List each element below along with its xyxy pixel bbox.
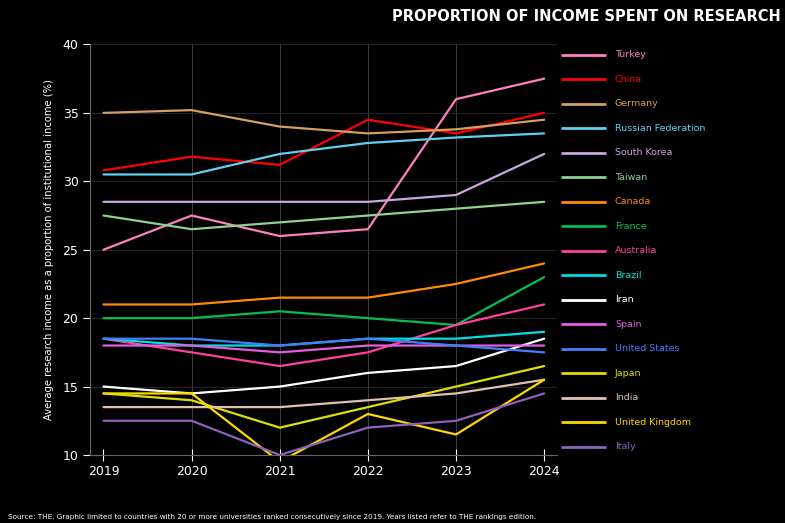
Text: Australia: Australia <box>615 246 657 255</box>
Text: South Korea: South Korea <box>615 148 672 157</box>
Text: United Kingdom: United Kingdom <box>615 418 691 427</box>
Text: Spain: Spain <box>615 320 641 329</box>
Text: United States: United States <box>615 344 680 353</box>
Y-axis label: Average research income as a proportion of institutional income (%): Average research income as a proportion … <box>44 79 54 420</box>
Text: Italy: Italy <box>615 442 636 451</box>
Text: India: India <box>615 393 638 402</box>
Text: France: France <box>615 222 647 231</box>
Text: Japan: Japan <box>615 369 641 378</box>
Text: Taiwan: Taiwan <box>615 173 647 182</box>
Text: Turkey: Turkey <box>615 50 646 59</box>
Text: Source: THE. Graphic limited to countries with 20 or more universities ranked co: Source: THE. Graphic limited to countrie… <box>8 515 536 520</box>
Text: China: China <box>615 75 642 84</box>
Text: Iran: Iran <box>615 295 633 304</box>
Text: Brazil: Brazil <box>615 271 641 280</box>
Text: Canada: Canada <box>615 197 652 206</box>
Text: Germany: Germany <box>615 99 659 108</box>
Text: Russian Federation: Russian Federation <box>615 124 706 133</box>
Text: SOWING AND REAPING:: SOWING AND REAPING: <box>193 9 392 25</box>
Text: PROPORTION OF INCOME SPENT ON RESEARCH: PROPORTION OF INCOME SPENT ON RESEARCH <box>392 9 781 25</box>
